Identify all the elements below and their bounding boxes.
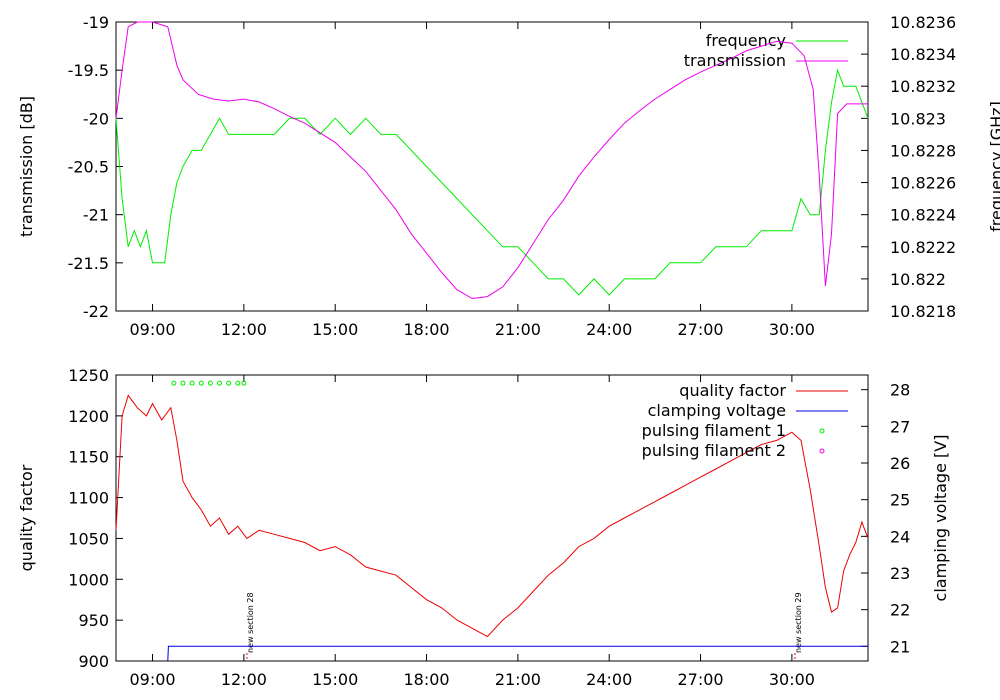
legend-label: pulsing filament 1	[642, 421, 786, 440]
y2-tick-label: 26	[890, 454, 910, 473]
y-tick-label: 950	[78, 611, 109, 630]
series-clamping-voltage-line	[167, 645, 868, 662]
y-tick-label: 1200	[68, 407, 109, 426]
legend-label: frequency	[706, 31, 786, 50]
y2-tick-label: 10.822	[890, 270, 946, 289]
section-annotation: new section 28	[246, 592, 255, 653]
x-tick-label: 30:00	[769, 670, 815, 689]
chart-panel-2: 1250 1200 1150 1100 1050 1000 950 900 28 27 26 25 24…	[17, 366, 950, 689]
y-tick-label: 900	[78, 652, 109, 671]
series-pulsing-filament-1-point	[171, 380, 177, 386]
y-axis-label: quality factor	[17, 464, 36, 571]
y2-tick-label: 21	[890, 637, 910, 656]
x-tick-label: 18:00	[403, 320, 449, 339]
y2-tick-label: 10.8222	[890, 238, 956, 257]
y-tick-label: 1150	[68, 448, 109, 467]
x-tick-label: 09:00	[129, 670, 175, 689]
chart-panel-1: -19 -19.5 -20 -20.5 -21 -21.5 -22 10.8236 10.823…	[17, 13, 1000, 339]
y2-tick-label: 10.8218	[890, 302, 956, 321]
legend-label: clamping voltage	[648, 401, 786, 420]
series-pulsing-filament-1-point	[207, 380, 213, 386]
legend-label: pulsing filament 2	[642, 441, 786, 460]
y2-tick-label: 10.8224	[890, 206, 956, 225]
x-tick-label: 15:00	[312, 320, 358, 339]
y2-tick-label: 10.8228	[890, 141, 956, 160]
y2-axis-label: clamping voltage [V]	[931, 435, 950, 602]
y2-tick-label: 10.8232	[890, 77, 956, 96]
x-tick-label: 21:00	[495, 320, 541, 339]
y-tick-label: -19	[83, 13, 109, 32]
series-pulsing-filament-1-point	[180, 380, 186, 386]
y2-tick-label: 10.8234	[890, 45, 956, 64]
y-tick-label: -22	[83, 302, 109, 321]
y2-tick-label: 24	[890, 527, 910, 546]
series-frequency-line	[115, 68, 869, 296]
y-tick-label: -20	[83, 109, 109, 128]
y-tick-label: 1250	[68, 366, 109, 385]
y2-axis-label: frequency [GHz]	[987, 101, 1000, 232]
series-pulsing-filament-1-point	[198, 380, 204, 386]
y2-tick-label: 10.823	[890, 109, 946, 128]
y-tick-label: -19.5	[68, 61, 109, 80]
y-tick-label: -21.5	[68, 254, 109, 273]
y2-tick-label: 10.8236	[890, 13, 956, 32]
series-pulsing-filament-1-point	[189, 380, 195, 386]
y-tick-label: -21	[83, 206, 109, 225]
x-tick-label: 27:00	[677, 320, 723, 339]
section-annotation: new section 29	[794, 592, 803, 653]
y2-tick-label: 22	[890, 601, 910, 620]
series-pulsing-filament-1-point	[235, 380, 241, 386]
y2-tick-label: 23	[890, 564, 910, 583]
x-tick-label: 12:00	[221, 320, 267, 339]
legend-swatch	[819, 428, 825, 434]
y-tick-label: 1050	[68, 529, 109, 548]
x-tick-label: 09:00	[129, 320, 175, 339]
series-quality-factor-line	[115, 394, 869, 638]
x-tick-label: 30:00	[769, 320, 815, 339]
y2-tick-label: 28	[890, 381, 910, 400]
legend-label: quality factor	[679, 381, 786, 400]
series-transmission-line	[115, 21, 868, 300]
x-tick-label: 15:00	[312, 670, 358, 689]
y2-tick-label: 27	[890, 417, 910, 436]
series-pulsing-filament-1-point	[226, 380, 232, 386]
y-axis-label: transmission [dB]	[17, 96, 36, 237]
x-tick-label: 12:00	[221, 670, 267, 689]
y-tick-label: 1100	[68, 489, 109, 508]
x-tick-label: 21:00	[495, 670, 541, 689]
x-tick-label: 27:00	[677, 670, 723, 689]
series-pulsing-filament-1-point	[241, 380, 247, 386]
y-tick-label: 1000	[68, 570, 109, 589]
y2-tick-label: 25	[890, 491, 910, 510]
legend-label: transmission	[684, 51, 786, 70]
x-tick-label: 24:00	[586, 320, 632, 339]
x-tick-label: 24:00	[586, 670, 632, 689]
y2-tick-label: 10.8226	[890, 174, 956, 193]
plot-frame	[115, 374, 869, 662]
legend-swatch	[819, 448, 825, 454]
y-tick-label: -20.5	[68, 158, 109, 177]
x-tick-label: 18:00	[403, 670, 449, 689]
series-pulsing-filament-1-point	[217, 380, 223, 386]
